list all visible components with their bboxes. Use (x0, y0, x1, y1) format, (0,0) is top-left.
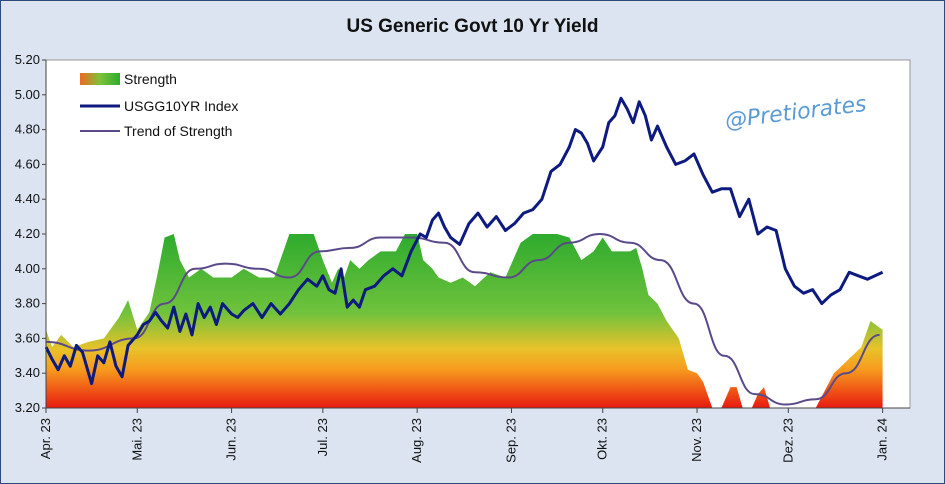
y-tick-label: 3.20 (15, 400, 40, 415)
y-tick-label: 4.20 (15, 226, 40, 241)
y-tick-label: 3.60 (15, 330, 40, 345)
x-tick-label: Nov. 23 (689, 418, 704, 462)
y-tick-label: 4.80 (15, 122, 40, 137)
y-tick-label: 4.40 (15, 191, 40, 206)
y-tick-label: 4.00 (15, 261, 40, 276)
legend: Strength USGG10YR Index Trend of Strengt… (80, 71, 238, 139)
trend-of-strength-line (45, 232, 880, 406)
y-tick-label: 4.60 (15, 156, 40, 171)
x-tick-label: Apr. 23 (38, 418, 53, 459)
x-tick-label: Sep. 23 (503, 418, 518, 463)
y-tick-label: 3.80 (15, 296, 40, 311)
usgg10yr-index-line (44, 96, 884, 386)
x-axis: Apr. 23 Mai. 23 Jun. 23 Jul. 23 Aug. 23 Sep. … (38, 408, 890, 463)
x-tick-label: Jul. 23 (315, 418, 330, 456)
y-tick-label: 5.20 (15, 52, 40, 67)
y-tick-label: 3.40 (15, 365, 40, 380)
x-tick-label: Jun. 23 (224, 418, 239, 461)
x-tick-label: Mai. 23 (129, 418, 144, 461)
legend-swatch-strength (80, 73, 120, 85)
x-tick-label: Dez. 23 (780, 418, 795, 463)
legend-label-index: USGG10YR Index (124, 98, 238, 114)
x-tick-label: Jan. 24 (875, 418, 890, 461)
y-tick-label: 5.00 (15, 87, 40, 102)
legend-label-strength: Strength (124, 71, 177, 87)
chart-title: US Generic Govt 10 Yr Yield (346, 16, 599, 37)
x-tick-label: Aug. 23 (409, 418, 424, 463)
legend-label-trend: Trend of Strength (124, 123, 232, 139)
x-tick-label: Okt. 23 (595, 418, 610, 460)
y-axis: 5.20 5.00 4.80 4.60 4.40 4.20 4.00 3.80 3.60 3.40… (15, 52, 46, 415)
strength-area (46, 234, 883, 408)
